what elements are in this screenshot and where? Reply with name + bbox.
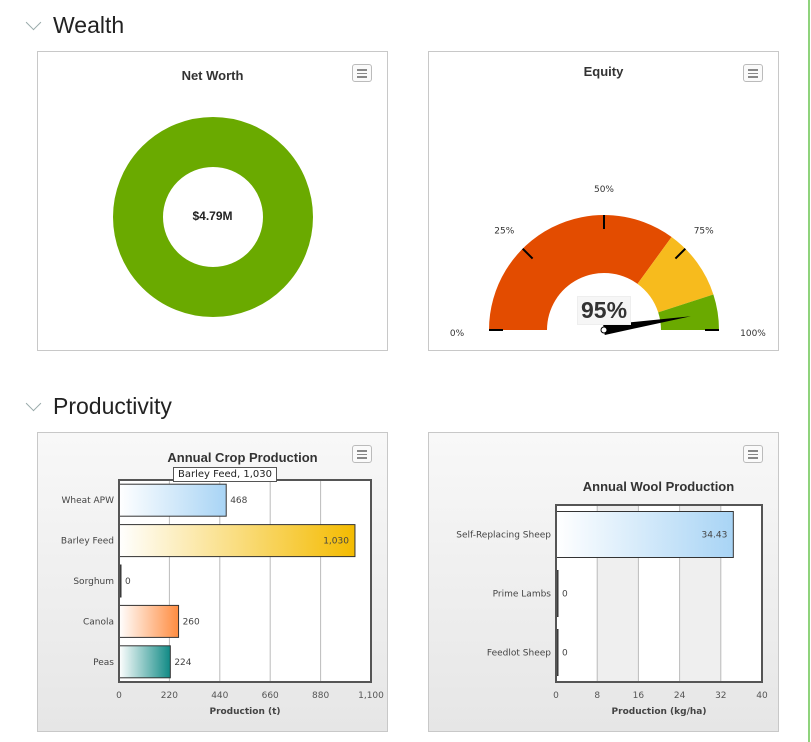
menu-icon[interactable] — [743, 64, 763, 82]
data-label: 0 — [125, 577, 131, 587]
wool-chart: Self-Replacing Sheep 34.43 Prime Lambs 0 Fee… — [456, 504, 768, 717]
gauge-band — [489, 215, 672, 330]
x-tick-label: 880 — [312, 691, 329, 701]
crop-production-panel: Annual Crop Production Wheat APW 468 Barle… — [37, 432, 388, 732]
gauge-tick — [521, 247, 534, 260]
category-label: Barley Feed — [61, 537, 114, 547]
section-title: Wealth — [53, 12, 125, 38]
bar — [555, 511, 734, 558]
data-label: 0 — [562, 649, 568, 659]
x-tick-label: 0 — [553, 691, 559, 701]
data-label: 224 — [174, 658, 191, 668]
gauge-band — [637, 236, 714, 313]
chevron-down-icon[interactable] — [25, 14, 42, 31]
category-label: Prime Lambs — [493, 590, 552, 600]
net-worth-panel: Net Worth $4.79M — [37, 51, 388, 351]
x-tick-label: 24 — [674, 691, 686, 701]
x-tick-label: 32 — [715, 691, 726, 701]
gauge-needle — [603, 316, 691, 335]
gauge-tick-label: 25% — [494, 226, 514, 236]
category-label: Peas — [93, 658, 114, 668]
gauge-tick-label: 0% — [450, 329, 465, 339]
gauge-band — [658, 294, 719, 330]
bar — [118, 483, 227, 517]
x-tick-label: 1,100 — [358, 691, 384, 701]
data-label: 468 — [230, 496, 247, 506]
gauge-pivot — [600, 326, 608, 334]
gauge: 0% 25% 50% 75% 100% — [450, 185, 766, 339]
donut-center-label: $4.79M — [192, 209, 233, 223]
category-label: Sorghum — [73, 577, 114, 587]
chart-title: Annual Wool Production — [582, 479, 735, 494]
gauge-tick — [674, 247, 687, 260]
section-productivity[interactable]: Productivity — [25, 393, 172, 420]
x-tick-label: 440 — [211, 691, 228, 701]
gauge-tick-label: 100% — [740, 329, 766, 339]
menu-icon[interactable] — [352, 64, 372, 82]
plot-border — [555, 504, 763, 683]
chevron-down-icon[interactable] — [25, 395, 42, 412]
bar — [118, 604, 180, 638]
data-label: 0 — [562, 590, 568, 600]
gauge-tick-label: 50% — [594, 185, 614, 195]
data-label: 1,030 — [323, 537, 349, 547]
category-label: Feedlot Sheep — [487, 649, 551, 659]
section-title: Productivity — [53, 393, 172, 419]
chart-title: Annual Crop Production — [167, 450, 318, 465]
x-tick-label: 16 — [633, 691, 645, 701]
gauge-tick-label: 75% — [694, 226, 714, 236]
menu-icon[interactable] — [743, 445, 763, 463]
tooltip: Barley Feed, 1,030 — [173, 467, 277, 482]
x-axis-title: Production (kg/ha) — [612, 707, 707, 717]
data-label: 34.43 — [702, 531, 728, 541]
gauge-value-label: 95% — [577, 296, 632, 325]
equity-panel: Equity 0% 25% 50% 75% 100% 95% — [428, 51, 779, 351]
data-label: 260 — [183, 617, 200, 627]
x-tick-label: 220 — [161, 691, 178, 701]
x-tick-label: 8 — [594, 691, 600, 701]
x-tick-label: 660 — [262, 691, 279, 701]
section-wealth[interactable]: Wealth — [25, 12, 125, 39]
x-axis-title: Production (t) — [209, 707, 280, 717]
x-tick-label: 40 — [756, 691, 768, 701]
scroll-edge — [808, 0, 810, 742]
bar — [118, 524, 356, 558]
category-label: Wheat APW — [61, 496, 114, 506]
panel-title: Equity — [583, 64, 624, 79]
wool-production-panel: Annual Wool Production Self-Replacing Sh… — [428, 432, 779, 732]
bar — [118, 645, 171, 679]
x-tick-label: 0 — [116, 691, 122, 701]
crop-chart: Wheat APW 468 Barley Feed 1,030 Sorghum 0 Cano… — [61, 479, 384, 717]
category-label: Canola — [83, 617, 114, 627]
panel-title: Net Worth — [181, 68, 244, 83]
category-label: Self-Replacing Sheep — [456, 531, 551, 541]
menu-icon[interactable] — [352, 445, 372, 463]
